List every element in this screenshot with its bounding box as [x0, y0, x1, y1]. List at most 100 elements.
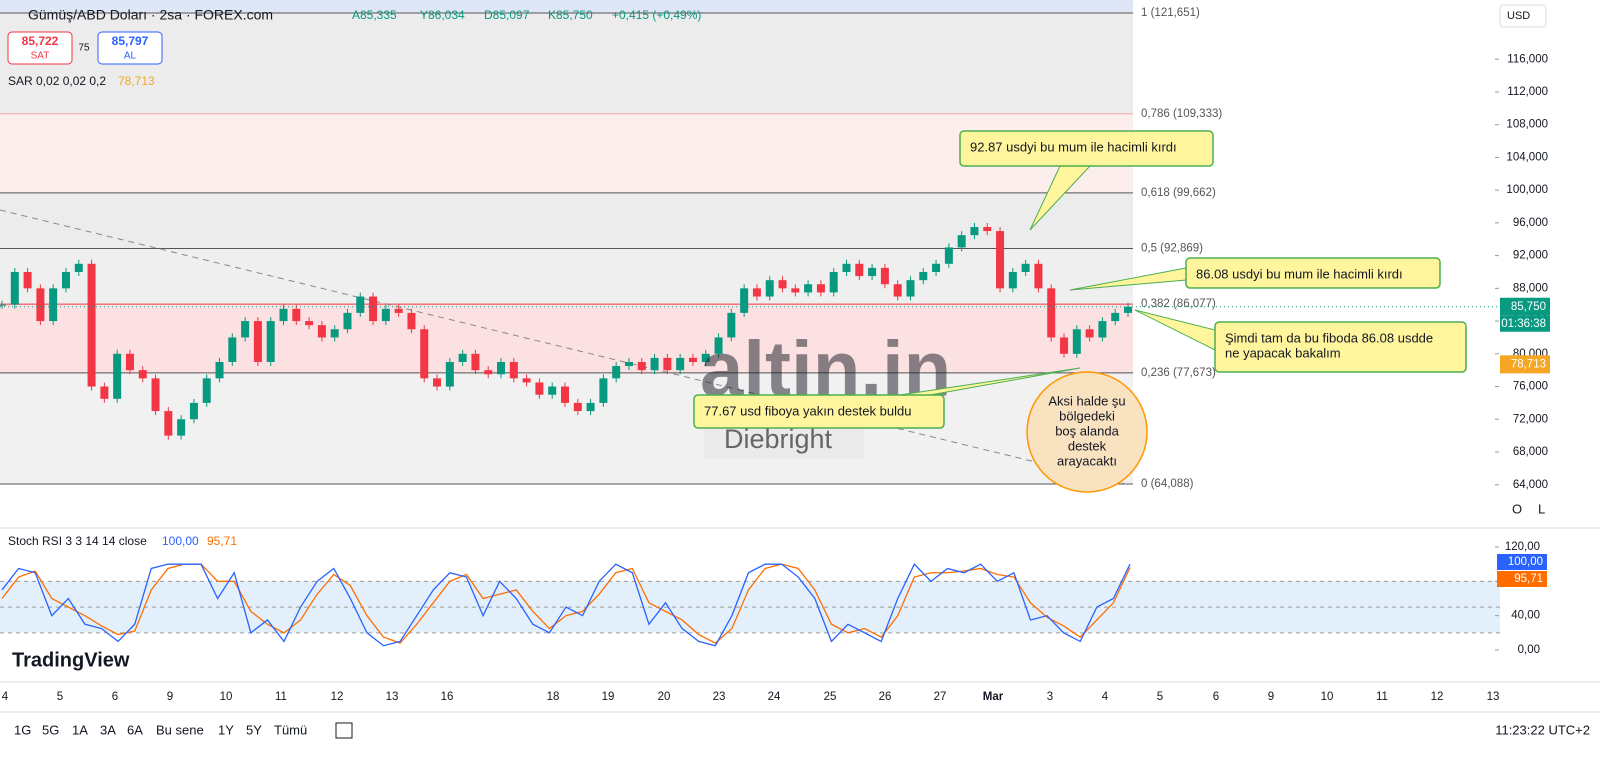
sar-tag-label: 78,713: [1511, 358, 1546, 370]
stoch-k-value: 100,00: [162, 534, 199, 548]
candle: [1021, 263, 1030, 272]
buy-price: 85,797: [112, 34, 149, 48]
candle: [113, 353, 122, 399]
candle: [266, 321, 275, 362]
scale-button[interactable]: O: [1512, 501, 1522, 516]
price-tick-label: 68,000: [1513, 446, 1548, 458]
candle: [855, 263, 864, 277]
range-button[interactable]: 5Y: [246, 722, 262, 737]
candle: [1085, 329, 1094, 338]
candle: [151, 378, 160, 412]
time-label: 24: [768, 691, 781, 703]
time-label: 27: [934, 691, 947, 703]
fib-label: 0,382 (86,077): [1141, 298, 1216, 310]
calendar-icon[interactable]: [335, 722, 353, 739]
buy-button[interactable]: [97, 31, 163, 65]
candle: [317, 325, 326, 338]
price-tick-label: 116,000: [1507, 53, 1548, 65]
candle: [253, 321, 262, 362]
watermark-box: [704, 423, 864, 459]
candle: [202, 378, 211, 403]
stoch-title: Stoch RSI 3 3 14 14 close: [8, 534, 147, 548]
candle: [215, 361, 224, 379]
range-button[interactable]: 5G: [42, 722, 59, 737]
range-button[interactable]: 6A: [127, 722, 143, 737]
range-button[interactable]: Tümü: [274, 722, 307, 737]
candle: [522, 378, 531, 383]
candle: [1111, 312, 1120, 322]
candle: [1124, 306, 1132, 313]
last-price-tag: [1500, 297, 1550, 316]
candle: [394, 308, 403, 313]
ohlc-value: K85,750: [548, 8, 593, 22]
range-button[interactable]: 3A: [100, 722, 116, 737]
candle: [484, 370, 493, 375]
candle: [816, 284, 825, 293]
candle: [535, 382, 544, 395]
candle: [957, 235, 966, 248]
ohlc-value: A85,335: [352, 8, 397, 22]
price-tick-label: 76,000: [1513, 381, 1548, 393]
fib-band: [0, 304, 1133, 373]
candle: [279, 308, 288, 322]
ohlc-value: D85,097: [484, 8, 530, 22]
stoch-d-value: 95,71: [207, 534, 237, 548]
fib-label: 0 (64,088): [1141, 478, 1194, 490]
time-label: 3: [1047, 691, 1053, 703]
candle: [49, 288, 58, 322]
time-label: 23: [713, 691, 726, 703]
sar-value: 78,713: [118, 74, 155, 88]
time-label: 18: [547, 691, 560, 703]
candle: [125, 353, 134, 371]
candle: [420, 329, 429, 379]
time-label: 6: [1213, 691, 1219, 703]
fib-band: [0, 13, 1133, 114]
candle: [343, 312, 352, 330]
time-label: Mar: [983, 691, 1004, 703]
candle: [880, 267, 889, 285]
currency: USD: [1507, 10, 1530, 22]
time-label: 4: [1102, 691, 1109, 703]
candle: [305, 321, 314, 326]
candle: [23, 271, 32, 289]
sell-button[interactable]: [7, 31, 73, 65]
range-button[interactable]: 1Y: [218, 722, 234, 737]
time-label: 20: [658, 691, 671, 703]
time-label: 26: [879, 691, 892, 703]
price-tick-label: 108,000: [1506, 119, 1548, 131]
candle: [714, 337, 723, 354]
fib-label: 1 (121,651): [1141, 7, 1200, 19]
candle: [765, 280, 774, 297]
time-label: 25: [824, 691, 837, 703]
range-button[interactable]: Bu sene: [156, 722, 204, 737]
candle: [189, 402, 198, 420]
candle: [1060, 337, 1069, 354]
fib-label: 0,236 (77,673): [1141, 367, 1216, 379]
fib-band: [0, 192, 1133, 249]
candle: [330, 329, 339, 338]
currency-button[interactable]: [1499, 4, 1547, 28]
candle: [1072, 329, 1081, 354]
time-label: 10: [1321, 691, 1334, 703]
price-tick-label: 104,000: [1506, 151, 1548, 163]
time-label: 11: [1376, 691, 1388, 703]
candle: [701, 353, 710, 362]
time-label: 4: [2, 691, 9, 703]
range-button[interactable]: 1G: [14, 722, 31, 737]
time-label: 6: [112, 691, 118, 703]
sell-label: SAT: [31, 51, 50, 62]
annotation-text: boş alanda: [1055, 423, 1119, 438]
range-button[interactable]: 1A: [72, 722, 88, 737]
candle: [548, 386, 557, 395]
candle: [932, 263, 941, 272]
candle: [752, 288, 761, 297]
symbol-title: Gümüş/ABD Doları · 2sa · FOREX.com: [28, 7, 273, 23]
scale-button[interactable]: L: [1538, 501, 1545, 516]
time-label: 19: [602, 691, 615, 703]
annotation-text: 86.08 usdyi bu mum ile hacimli kırdı: [1196, 266, 1403, 281]
candle: [228, 337, 237, 362]
price-tick-label: 96,000: [1513, 217, 1548, 229]
stoch-k-tag-label: 100,00: [1508, 556, 1543, 568]
annotation-box: [1185, 257, 1441, 289]
candle: [356, 296, 365, 313]
